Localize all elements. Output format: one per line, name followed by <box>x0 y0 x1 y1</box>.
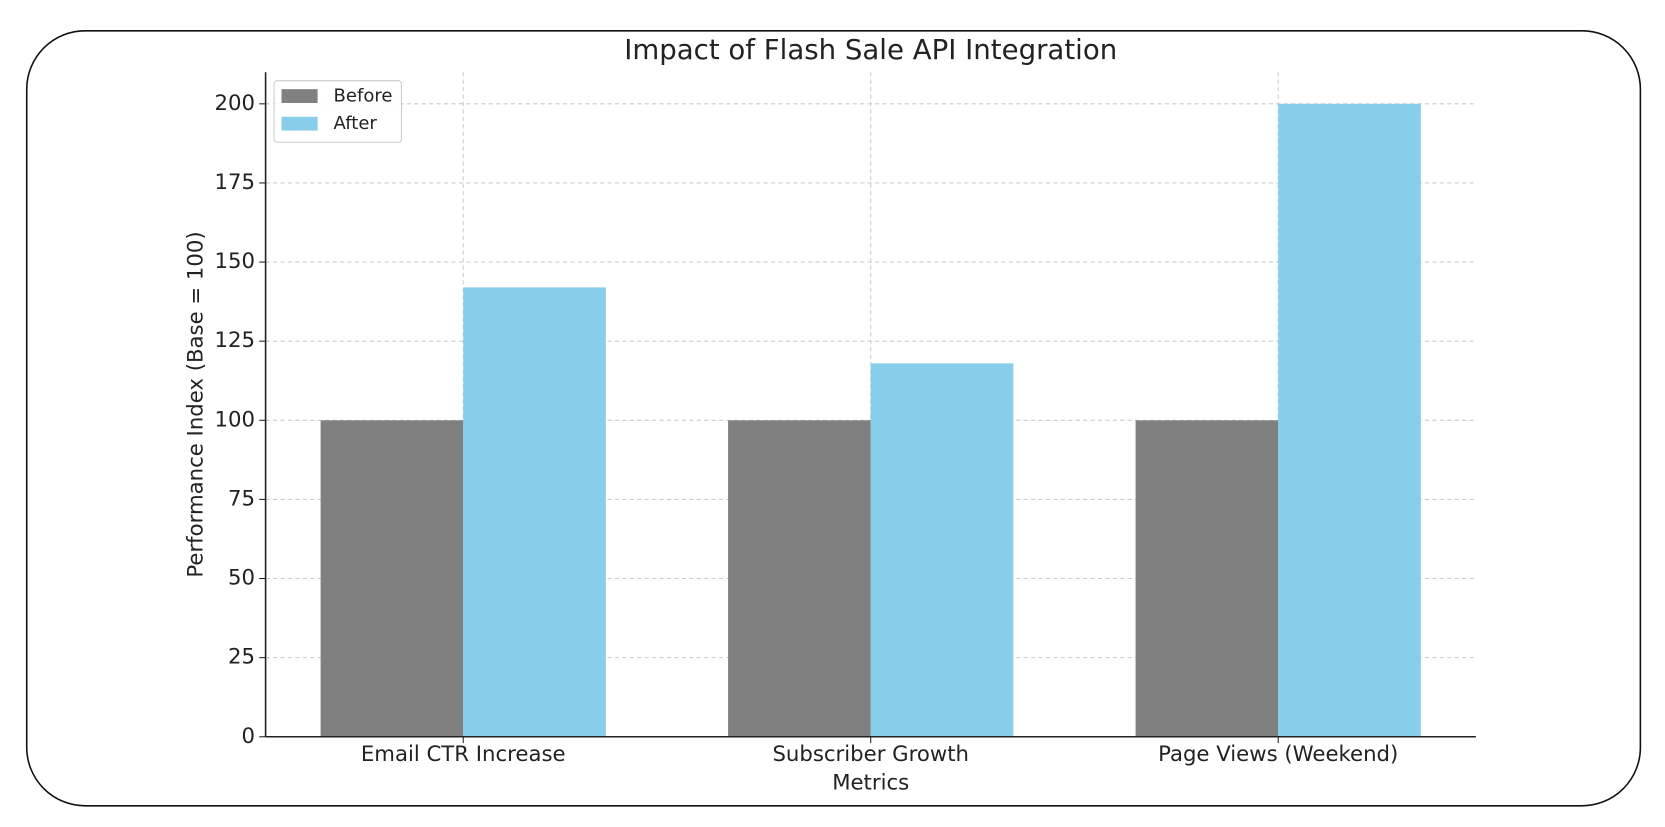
chart-title: Impact of Flash Sale API Integration <box>624 33 1117 66</box>
y-tick-label: 200 <box>214 91 255 116</box>
legend: Before After <box>273 80 403 143</box>
legend-swatch <box>281 116 318 131</box>
x-tick-label: Email CTR Increase <box>361 742 566 767</box>
x-tick-label: Page Views (Weekend) <box>1158 742 1398 767</box>
y-tick-label: 175 <box>214 170 255 195</box>
bar <box>463 287 606 737</box>
legend-label: Before <box>334 86 393 107</box>
y-tick-label: 75 <box>228 486 255 511</box>
y-tick-label: 0 <box>241 724 255 749</box>
bar <box>1278 103 1421 737</box>
y-tick-label: 25 <box>228 645 255 670</box>
y-axis-label: Performance Index (Base = 100) <box>184 231 209 577</box>
bar <box>728 420 871 737</box>
bar <box>1135 420 1279 737</box>
y-tick-label: 100 <box>214 407 255 432</box>
x-axis-label: Metrics <box>832 770 909 795</box>
bar <box>320 420 464 737</box>
bar <box>870 363 1014 737</box>
legend-swatch <box>281 89 318 103</box>
y-tick-label: 50 <box>228 566 255 591</box>
legend-label: After <box>334 113 378 134</box>
y-tick-label: 125 <box>214 328 255 353</box>
x-tick-label: Subscriber Growth <box>772 742 969 767</box>
y-tick-label: 150 <box>214 249 255 274</box>
